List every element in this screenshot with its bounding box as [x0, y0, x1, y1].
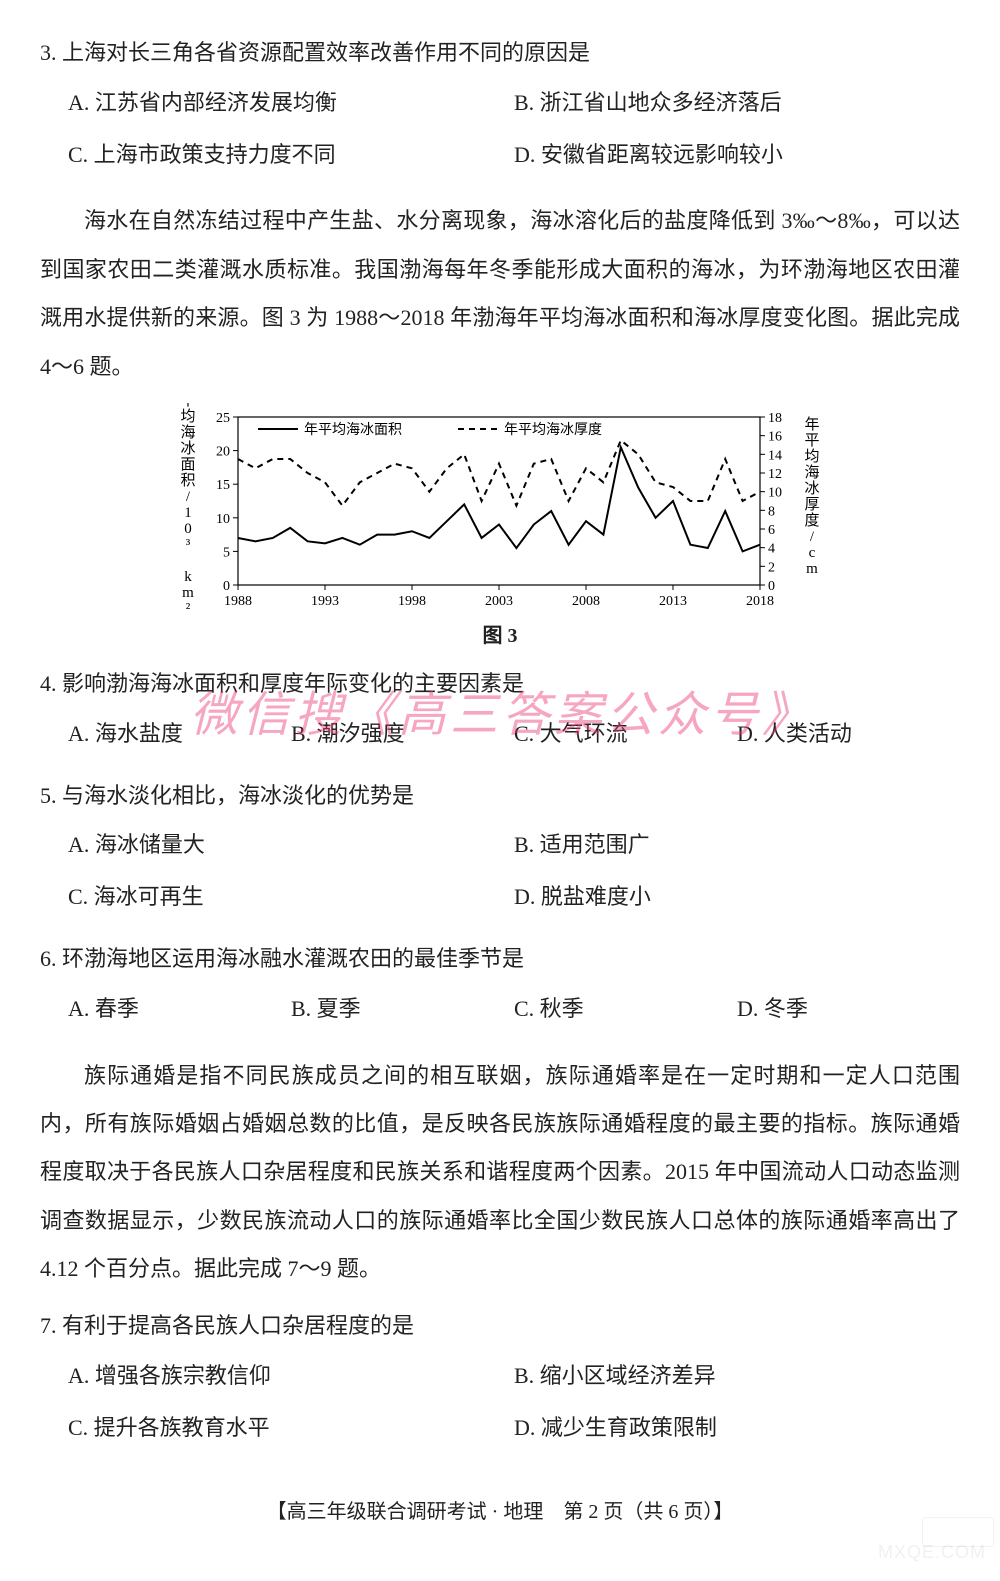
svg-text:积: 积: [180, 472, 195, 489]
q3-option-a: A. 江苏省内部经济发展均衡: [68, 82, 514, 124]
svg-text:海: 海: [180, 424, 195, 441]
svg-text:面: 面: [180, 457, 195, 473]
svg-text:12: 12: [768, 467, 782, 482]
q3-option-d: D. 安徽省距离较远影响较小: [514, 134, 960, 176]
q3-option-b: B. 浙江省山地众多经济落后: [514, 82, 960, 124]
q7-stem: 7. 有利于提高各民族人口杂居程度的是: [40, 1305, 960, 1347]
q4-stem: 4. 影响渤海海冰面积和厚度年际变化的主要因素是: [40, 663, 960, 705]
svg-text:25: 25: [216, 411, 230, 426]
svg-text:²: ²: [186, 601, 191, 613]
svg-text:年平均海冰厚度: 年平均海冰厚度: [504, 422, 602, 438]
q7-option-b: B. 缩小区域经济差异: [514, 1355, 960, 1397]
q6-stem: 6. 环渤海地区运用海冰融水灌溉农田的最佳季节是: [40, 938, 960, 980]
passage-1: 海水在自然冻结过程中产生盐、水分离现象，海冰溶化后的盐度降低到 3‰～8‰，可以…: [40, 197, 960, 391]
svg-text:0: 0: [184, 521, 192, 537]
svg-text:/: /: [810, 529, 815, 545]
page-footer: 【高三年级联合调研考试 · 地理 第 2 页（共 6 页）】: [40, 1493, 960, 1531]
svg-text:/: /: [186, 489, 191, 505]
svg-text:18: 18: [768, 411, 782, 426]
q5-option-b: B. 适用范围广: [514, 824, 960, 866]
svg-text:冰: 冰: [804, 480, 819, 497]
svg-text:³: ³: [186, 537, 191, 553]
q3-options: A. 江苏省内部经济发展均衡 B. 浙江省山地众多经济落后 C. 上海市政策支持…: [68, 82, 960, 186]
svg-text:均: 均: [804, 448, 819, 465]
q5-option-c: C. 海冰可再生: [68, 876, 514, 918]
svg-text:海: 海: [804, 464, 819, 481]
svg-text:2013: 2013: [659, 594, 687, 609]
q5-stem: 5. 与海水淡化相比，海冰淡化的优势是: [40, 775, 960, 817]
svg-text:15: 15: [216, 478, 230, 493]
q5-option-d: D. 脱盐难度小: [514, 876, 960, 918]
svg-text:1993: 1993: [311, 594, 339, 609]
svg-text:平: 平: [804, 433, 819, 449]
q3-stem: 3. 上海对长三角各省资源配置效率改善作用不同的原因是: [40, 32, 960, 74]
svg-text:度: 度: [804, 512, 819, 529]
svg-text:冰: 冰: [180, 440, 195, 457]
q4-option-c: C. 大气环流: [514, 713, 737, 755]
svg-text:4: 4: [768, 542, 775, 557]
q7-option-d: D. 减少生育政策限制: [514, 1407, 960, 1449]
q4-option-b: B. 潮汐强度: [291, 713, 514, 755]
q6-option-a: A. 春季: [68, 988, 291, 1030]
q6-option-c: C. 秋季: [514, 988, 737, 1030]
svg-text:16: 16: [768, 430, 782, 445]
svg-text:年平均海冰面积: 年平均海冰面积: [304, 422, 402, 438]
svg-text:1998: 1998: [398, 594, 426, 609]
q7-option-a: A. 增强各族宗教信仰: [68, 1355, 514, 1397]
q5-options: A. 海冰储量大 B. 适用范围广 C. 海冰可再生 D. 脱盐难度小: [68, 824, 960, 928]
q3-option-c: C. 上海市政策支持力度不同: [68, 134, 514, 176]
svg-text:10: 10: [216, 512, 230, 527]
q7-options: A. 增强各族宗教信仰 B. 缩小区域经济差异 C. 提升各族教育水平 D. 减…: [68, 1355, 960, 1459]
svg-text:20: 20: [216, 445, 230, 460]
passage-2: 族际通婚是指不同民族成员之间的相互联姻，族际通婚率是在一定时期和一定人口范围内，…: [40, 1052, 960, 1294]
q5-option-a: A. 海冰储量大: [68, 824, 514, 866]
svg-text:5: 5: [223, 545, 230, 560]
corner-watermark: MXQE.COM: [878, 1535, 986, 1569]
q6-option-b: B. 夏季: [291, 988, 514, 1030]
q4-option-d: D. 人类活动: [737, 713, 960, 755]
svg-text:1: 1: [184, 505, 192, 521]
figure-3: 0510152025024681012141618198819931998200…: [40, 403, 960, 655]
svg-text:8: 8: [768, 504, 775, 519]
svg-text:14: 14: [768, 448, 782, 463]
q6-options: A. 春季 B. 夏季 C. 秋季 D. 冬季: [68, 988, 960, 1040]
svg-text:k: k: [184, 569, 192, 585]
svg-text:2003: 2003: [485, 594, 513, 609]
svg-text:6: 6: [768, 523, 775, 538]
svg-text:1988: 1988: [224, 594, 252, 609]
svg-text:m: m: [182, 585, 194, 601]
svg-text:2018: 2018: [746, 594, 774, 609]
q7-option-c: C. 提升各族教育水平: [68, 1407, 514, 1449]
svg-text:2: 2: [768, 560, 775, 575]
sea-ice-chart: 0510152025024681012141618198819931998200…: [170, 403, 830, 613]
q6-option-d: D. 冬季: [737, 988, 960, 1030]
svg-text:10: 10: [768, 486, 782, 501]
svg-text:均: 均: [180, 408, 195, 425]
svg-text:厚: 厚: [804, 497, 819, 513]
svg-text:m: m: [806, 561, 818, 577]
svg-text:c: c: [809, 545, 816, 561]
figure-caption: 图 3: [483, 617, 518, 655]
svg-text:0: 0: [768, 579, 775, 594]
q4-option-a: A. 海水盐度: [68, 713, 291, 755]
svg-text:0: 0: [223, 579, 230, 594]
q4-options: A. 海水盐度 B. 潮汐强度 C. 大气环流 D. 人类活动: [68, 713, 960, 765]
svg-text:2008: 2008: [572, 594, 600, 609]
svg-text:年: 年: [804, 416, 819, 433]
